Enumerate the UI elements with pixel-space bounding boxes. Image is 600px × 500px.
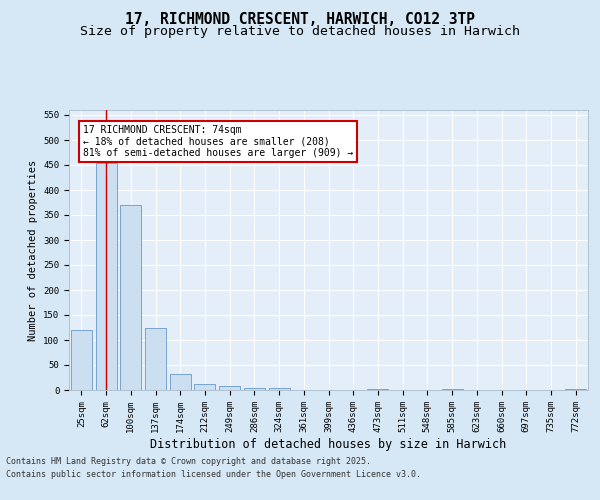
Bar: [194, 384, 215, 390]
Bar: [145, 328, 166, 390]
Text: 17, RICHMOND CRESCENT, HARWICH, CO12 3TP: 17, RICHMOND CRESCENT, HARWICH, CO12 3TP: [125, 12, 475, 28]
Bar: [95, 162, 116, 390]
Bar: [565, 388, 586, 390]
Bar: [244, 388, 265, 390]
Bar: [170, 374, 191, 390]
Text: Contains public sector information licensed under the Open Government Licence v3: Contains public sector information licen…: [6, 470, 421, 479]
Bar: [442, 389, 463, 390]
Bar: [71, 330, 92, 390]
Bar: [219, 386, 240, 390]
Bar: [367, 389, 388, 390]
Text: Contains HM Land Registry data © Crown copyright and database right 2025.: Contains HM Land Registry data © Crown c…: [6, 458, 371, 466]
X-axis label: Distribution of detached houses by size in Harwich: Distribution of detached houses by size …: [151, 438, 506, 450]
Bar: [120, 205, 141, 390]
Bar: [269, 388, 290, 390]
Text: Size of property relative to detached houses in Harwich: Size of property relative to detached ho…: [80, 25, 520, 38]
Text: 17 RICHMOND CRESCENT: 74sqm
← 18% of detached houses are smaller (208)
81% of se: 17 RICHMOND CRESCENT: 74sqm ← 18% of det…: [83, 125, 353, 158]
Y-axis label: Number of detached properties: Number of detached properties: [28, 160, 38, 340]
